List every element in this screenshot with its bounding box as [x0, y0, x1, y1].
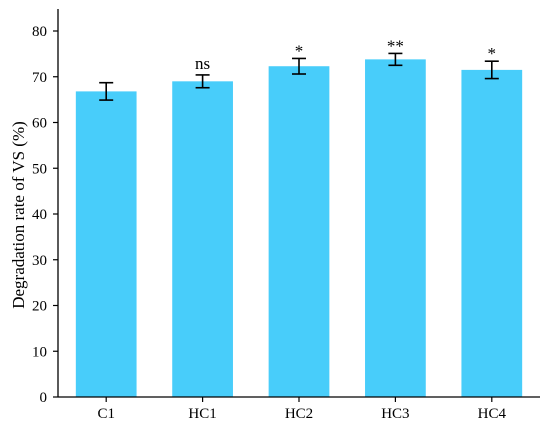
bar-hc3	[365, 59, 426, 398]
y-tick-label: 70	[32, 70, 47, 86]
x-tick-label: HC2	[285, 406, 313, 422]
bar-c1	[75, 91, 137, 397]
x-tick-label: C1	[97, 406, 115, 422]
y-tick-label: 60	[32, 116, 47, 132]
y-tick-label: 10	[32, 344, 47, 360]
y-tick-label: 20	[32, 299, 47, 315]
y-tick-label: 50	[32, 161, 47, 177]
x-tick-label: HC3	[381, 406, 409, 422]
significance-label: *	[488, 44, 497, 63]
y-tick-label: 40	[32, 207, 47, 223]
y-tick-label: 0	[40, 390, 48, 406]
error-bar-c1	[99, 81, 114, 101]
significance-label: **	[387, 36, 404, 55]
error-bar-hc4	[484, 60, 499, 80]
significance-label: ns	[195, 54, 210, 73]
x-axis: C1 HC1 HC2 HC3 HC4	[97, 397, 506, 422]
x-tick-label: HC4	[478, 406, 507, 422]
bar-hc4	[461, 69, 523, 397]
significance-label: *	[295, 41, 304, 60]
error-bar-hc2	[292, 57, 306, 75]
error-bar-hc1	[195, 74, 210, 89]
bar-hc1	[172, 81, 233, 397]
y-axis: 0 10 20 30 40 50 60 70 80	[32, 24, 58, 406]
bar-hc2	[268, 66, 330, 397]
y-tick-label: 30	[32, 253, 47, 269]
x-tick-label: HC1	[188, 406, 216, 422]
bars: ns* ** *	[75, 36, 523, 398]
y-tick-label: 80	[32, 24, 47, 40]
y-axis-label: Degradation rate of VS (%)	[9, 121, 28, 309]
error-bar-hc3	[388, 52, 403, 67]
